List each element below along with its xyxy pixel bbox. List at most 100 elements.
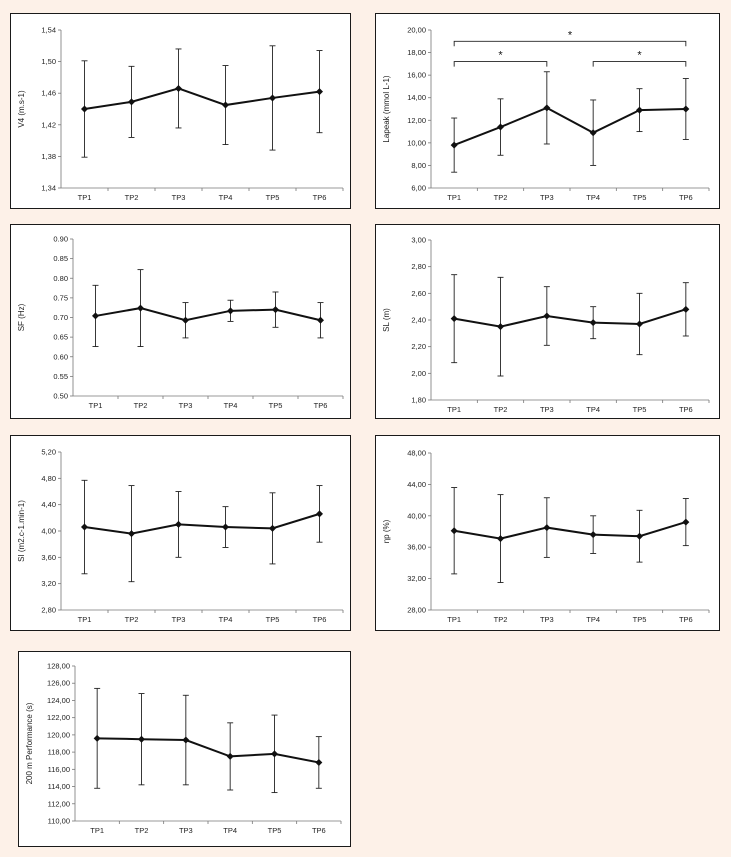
series-line <box>84 87 320 110</box>
chart-svg-performance: 110,00 112,00 114,00 116,00 118,00 120,00 122,… <box>25 662 342 835</box>
y-tick-label: 0.90 <box>53 235 68 244</box>
data-point-marker <box>636 532 643 540</box>
chart-svg-lapeak: 6,00 8,00 10,00 12,00 14,00 16,00 18,00 20,00 TP… <box>382 26 710 202</box>
y-tick-label: 1,42 <box>41 120 56 129</box>
series-line <box>84 512 320 535</box>
y-tick-label: 2,80 <box>411 262 426 271</box>
data-point-marker <box>175 520 182 528</box>
y-tick-label: 0.80 <box>53 274 68 283</box>
significance-star: * <box>568 29 573 41</box>
y-tick-label: 3,20 <box>41 579 56 588</box>
y-tick-label: 112,00 <box>48 799 70 808</box>
data-point-marker <box>92 312 99 320</box>
data-point-marker <box>589 319 597 327</box>
y-tick-label: 128,00 <box>47 662 70 671</box>
y-tick-label: 2,20 <box>411 342 426 351</box>
x-tick-label: TP4 <box>219 615 233 624</box>
x-tick-label: TP3 <box>179 401 193 410</box>
x-tick-label: TP5 <box>633 615 647 624</box>
data-point-marker <box>93 734 101 742</box>
y-axis-label: SF (Hz) <box>17 303 26 331</box>
chart-panel-lapeak: 6,00 8,00 10,00 12,00 14,00 16,00 18,00 20,00 TP… <box>375 13 720 209</box>
data-point-marker <box>497 535 504 543</box>
x-tick-label: TP3 <box>540 405 554 414</box>
x-tick-label: TP6 <box>679 615 693 624</box>
y-tick-label: 3,60 <box>41 553 56 562</box>
x-tick-label: TP6 <box>679 193 693 202</box>
y-axis-label: SL (m) <box>382 308 391 332</box>
data-point-marker <box>182 316 189 324</box>
data-point-marker <box>226 752 234 760</box>
chart-panel-sf: 0.50 0.55 0.60 0.65 0.70 0.75 0.80 0.85 0.90 TP1 T… <box>10 224 351 419</box>
x-tick-label: TP3 <box>179 826 193 835</box>
data-point-marker <box>543 312 551 320</box>
data-point-marker <box>317 316 324 324</box>
y-tick-label: 8,00 <box>411 161 426 170</box>
significance-bracket <box>453 40 687 47</box>
x-tick-label: TP4 <box>586 405 600 414</box>
y-tick-label: 44,00 <box>407 480 426 489</box>
x-tick-label: TP5 <box>268 826 282 835</box>
y-axis-label: Lapeak (mmol L-1) <box>382 75 391 142</box>
x-tick-label: TP2 <box>134 401 148 410</box>
y-axis-label: SI (m2.c-1.min-1) <box>17 500 26 562</box>
data-point-marker <box>682 305 690 313</box>
x-tick-label: TP1 <box>447 193 461 202</box>
data-point-marker <box>450 527 458 535</box>
data-point-marker <box>137 304 144 312</box>
y-tick-label: 16,00 <box>407 71 426 80</box>
data-point-marker <box>138 735 145 743</box>
chart-panel-sl: 1,80 2,00 2,20 2,40 2,60 2,80 3,00 TP1 TP2 TP3 TP4… <box>375 224 720 419</box>
data-point-marker <box>222 101 229 109</box>
y-tick-label: 2,80 <box>41 606 56 615</box>
data-point-marker <box>682 518 690 526</box>
x-tick-label: TP4 <box>224 401 238 410</box>
x-tick-label: TP1 <box>89 401 103 410</box>
data-point-marker <box>316 510 323 518</box>
chart-panel-v4: 1,34 1,38 1,42 1,46 1,50 1,54 TP1 TP2 TP3 TP4 TP5 T… <box>10 13 351 209</box>
y-axis-label: ηp (%) <box>382 519 391 543</box>
data-point-marker <box>269 94 276 102</box>
y-tick-label: 126,00 <box>47 679 70 688</box>
x-tick-label: TP3 <box>540 193 554 202</box>
y-tick-label: 36,00 <box>407 543 426 552</box>
significance-star: * <box>637 50 642 62</box>
x-tick-label: TP4 <box>223 826 237 835</box>
data-point-marker <box>272 306 279 314</box>
x-tick-label: TP5 <box>269 401 283 410</box>
x-tick-label: TP3 <box>172 615 186 624</box>
y-tick-label: 3,00 <box>411 236 426 245</box>
y-tick-label: 1,38 <box>41 152 56 161</box>
x-tick-label: TP2 <box>135 826 149 835</box>
x-tick-label: TP3 <box>540 615 554 624</box>
x-tick-label: TP1 <box>78 193 92 202</box>
y-tick-label: 40,00 <box>407 511 426 520</box>
y-tick-label: 4,00 <box>41 527 56 536</box>
chart-svg-sf: 0.50 0.55 0.60 0.65 0.70 0.75 0.80 0.85 0.90 TP1 T… <box>17 235 344 410</box>
y-tick-label: 28,00 <box>407 606 426 615</box>
data-point-marker <box>543 524 551 532</box>
y-tick-label: 10,00 <box>407 138 426 147</box>
series-line <box>453 308 687 328</box>
y-tick-label: 1,34 <box>41 184 56 193</box>
chart-svg-v4: 1,34 1,38 1,42 1,46 1,50 1,54 TP1 TP2 TP3 TP4 TP5 T… <box>17 26 344 202</box>
x-tick-label: TP4 <box>586 615 600 624</box>
data-point-marker <box>450 315 458 323</box>
y-tick-label: 0.85 <box>53 254 68 263</box>
data-point-marker <box>222 523 229 531</box>
x-tick-label: TP5 <box>633 193 647 202</box>
x-tick-label: TP5 <box>633 405 647 414</box>
y-tick-label: 2,60 <box>411 289 426 298</box>
y-tick-label: 1,50 <box>41 57 56 66</box>
y-tick-label: 110,00 <box>48 817 70 826</box>
data-point-marker <box>316 88 323 96</box>
chart-panel-performance: 110,00 112,00 114,00 116,00 118,00 120,00 122,… <box>18 651 351 847</box>
significance-bracket <box>453 61 548 67</box>
x-tick-label: TP6 <box>679 405 693 414</box>
x-tick-label: TP2 <box>494 615 508 624</box>
data-point-marker <box>182 736 190 744</box>
x-tick-label: TP4 <box>586 193 600 202</box>
data-point-marker <box>497 123 504 131</box>
y-tick-label: 48,00 <box>407 449 426 458</box>
chart-panel-si: 2,80 3,20 3,60 4,00 4,40 4,80 5,20 TP1 TP2 TP3 TP4… <box>10 435 351 631</box>
